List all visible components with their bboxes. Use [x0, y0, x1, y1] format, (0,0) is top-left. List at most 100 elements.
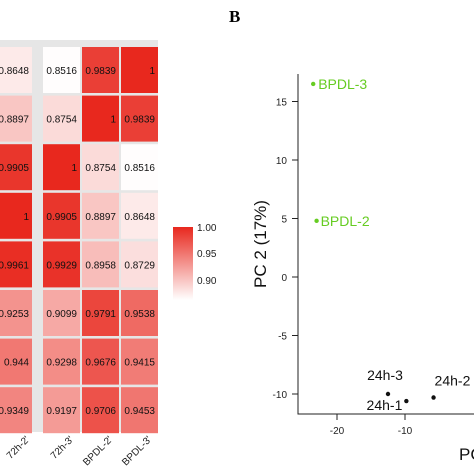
- heatmap-cell-value: 0.9839: [124, 115, 155, 126]
- scatter-point-label: 24h-2: [435, 373, 471, 389]
- heatmap-cell-value: 0.9415: [124, 358, 155, 369]
- x-tick-label: -20: [330, 426, 345, 437]
- heatmap-cell: [121, 290, 158, 336]
- heatmap-cell: [82, 95, 119, 142]
- heatmap-cells: 0.8648 0.8516 0.9839 1 0.8897 0.8754 1 0.9839 0.…: [0, 47, 158, 434]
- heatmap-cell: [43, 192, 80, 239]
- y-tick-label: -5: [278, 332, 287, 343]
- heatmap-cell-value: 0.944: [4, 358, 29, 369]
- heatmap-cell-value: 0.8516: [46, 66, 77, 77]
- heatmap-cell-value: 0.9791: [85, 309, 116, 320]
- heatmap-column-label: BPDL-2': [81, 434, 115, 468]
- scatter-point: [314, 218, 319, 224]
- heatmap-cell: [82, 387, 119, 434]
- x-axis-label: PC: [459, 445, 474, 464]
- x-tick-label: -10: [398, 426, 413, 437]
- heatmap-cell: [0, 47, 32, 93]
- heatmap-cell: [0, 241, 32, 288]
- heatmap-cell: [82, 290, 119, 336]
- heatmap-cell-value: 0.9676: [85, 358, 116, 369]
- heatmap-cell-value: 0.9905: [46, 212, 77, 223]
- heatmap-cell-value: 0.9197: [46, 406, 77, 417]
- heatmap-cell: [121, 192, 158, 239]
- heatmap-cell-value: 0.9706: [85, 406, 116, 417]
- heatmap-cell: [0, 144, 32, 191]
- heatmap-cell-value: 0.8754: [85, 163, 116, 174]
- heatmap-cell-value: 0.9349: [0, 406, 29, 417]
- heatmap-cell-value: 0.9453: [124, 406, 155, 417]
- y-tick-label: 15: [276, 98, 288, 109]
- heatmap-cell: [82, 192, 119, 239]
- x-axis-ticks: -20 -10: [330, 414, 413, 437]
- heatmap-cell: [0, 192, 32, 239]
- heatmap-panel: 0.8648 0.8516 0.9839 1 0.8897 0.8754 1 0.9839 0.…: [0, 40, 158, 468]
- heatmap-cell: [121, 241, 158, 288]
- scatter-point: [404, 398, 409, 404]
- y-tick-label: 5: [281, 215, 287, 226]
- heatmap-cell: [0, 290, 32, 336]
- heatmap-cell-value: 1: [149, 66, 155, 77]
- scatter-point: [431, 395, 436, 400]
- y-tick-label: -10: [273, 390, 288, 401]
- plot-frame: [297, 74, 474, 415]
- scatter-points: BPDL-3 BPDL-2 24h-3 24h-1 24h-2: [311, 76, 471, 413]
- heatmap-cell: [82, 144, 119, 191]
- heatmap-cell: [0, 338, 32, 385]
- heatmap-cell: [0, 387, 32, 434]
- scatter-point: [311, 81, 316, 87]
- heatmap-cell: [43, 241, 80, 288]
- scatter-point: [385, 391, 391, 397]
- heatmap-cell-value: 0.8958: [85, 260, 116, 271]
- heatmap-column-label: 72h-3': [49, 434, 76, 461]
- y-tick-label: 0: [281, 273, 287, 284]
- heatmap-column-labels: 72h-2' 72h-3' BPDL-2' BPDL-3': [5, 434, 154, 468]
- color-scale-tick: 1.00: [197, 223, 217, 234]
- scatter-point-label: BPDL-3: [318, 76, 367, 92]
- heatmap-cell-value: 0.8729: [124, 260, 155, 271]
- color-scale-tick: 0.95: [197, 249, 217, 260]
- heatmap-cell: [82, 241, 119, 288]
- heatmap-cell: [121, 338, 158, 385]
- heatmap-cell-value: 0.9298: [46, 358, 77, 369]
- heatmap-cell-value: 0.9929: [46, 260, 77, 271]
- color-scale-bar: [173, 227, 193, 300]
- heatmap-cell-value: 1: [23, 212, 29, 223]
- panel-label-b: B: [229, 7, 240, 26]
- y-tick-label: 10: [276, 156, 288, 167]
- heatmap-cell-value: 1: [71, 163, 77, 174]
- heatmap-cell: [43, 387, 80, 434]
- y-axis-ticks: 15 10 5 0 -5 -10: [273, 98, 298, 401]
- heatmap-cell-value: 0.8516: [124, 163, 155, 174]
- heatmap-cell-value: 0.9538: [124, 309, 155, 320]
- scatter-point-label: BPDL-2: [321, 213, 370, 229]
- scatter-point-label: 24h-1: [367, 397, 403, 413]
- heatmap-cell-value: 0.8897: [0, 115, 29, 126]
- scatter-point-label: 24h-3: [367, 367, 403, 383]
- heatmap-cell: [43, 47, 80, 93]
- heatmap-cell-value: 1: [110, 115, 116, 126]
- heatmap-cell: [82, 47, 119, 93]
- heatmap-cell: [43, 290, 80, 336]
- pca-panel: B 15 10 5 0 -5 -10 -20 -10 BPDL-3 BPDL-2 24h-3 24…: [229, 7, 474, 464]
- heatmap-cell-value: 0.9905: [0, 163, 29, 174]
- heatmap-column-label: BPDL-3': [120, 434, 154, 468]
- heatmap-cell-value: 0.9099: [46, 309, 77, 320]
- color-scale-tick: 0.90: [197, 276, 217, 287]
- heatmap-cell: [43, 95, 80, 142]
- heatmap-cell-value: 0.9839: [85, 66, 116, 77]
- heatmap-cell: [121, 387, 158, 434]
- heatmap-cell-value: 0.8897: [85, 212, 116, 223]
- heatmap-column-label: 72h-2': [5, 434, 32, 461]
- y-axis-label: PC 2 (17%): [251, 200, 270, 288]
- heatmap-cell-value: 0.8648: [124, 212, 155, 223]
- heatmap-cell-value: 0.9253: [0, 309, 29, 320]
- heatmap-cell: [121, 47, 158, 93]
- heatmap-cell: [43, 338, 80, 385]
- heatmap-cell: [121, 95, 158, 142]
- color-scale-legend: 1.00 0.95 0.90: [173, 223, 217, 300]
- heatmap-cell: [0, 95, 32, 142]
- heatmap-cell: [82, 338, 119, 385]
- heatmap-cell: [121, 144, 158, 191]
- heatmap-cell: [43, 144, 80, 191]
